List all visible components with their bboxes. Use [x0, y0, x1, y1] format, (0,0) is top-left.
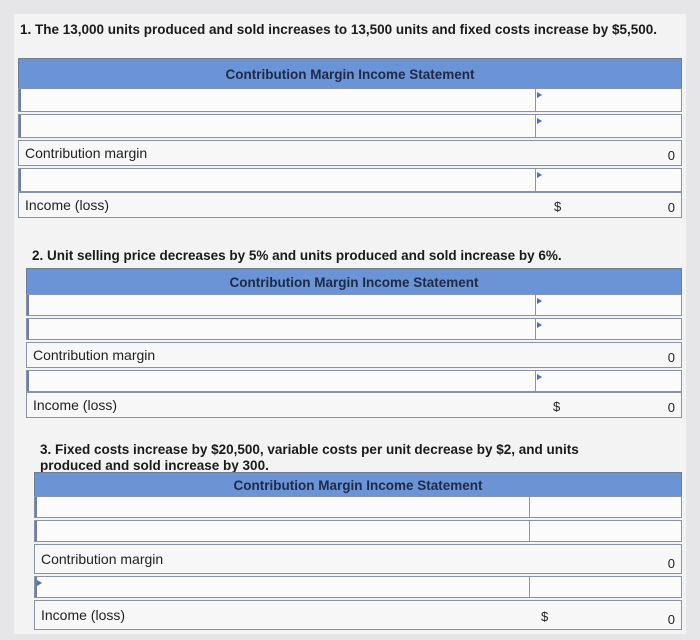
section-1-income-row: Income (loss) $ 0 [18, 192, 682, 218]
section-2-row-2-amount-input[interactable] [535, 319, 681, 339]
worksheet: 1. The 13,000 units produced and sold in… [14, 14, 686, 634]
section-1-row-2-label-input[interactable] [19, 115, 535, 137]
contribution-margin-value: 0 [667, 556, 675, 571]
income-loss-label: Income (loss) [25, 197, 110, 213]
dropdown-marker-icon [537, 172, 542, 178]
section-3-income-row: Income (loss) $ 0 [34, 600, 682, 630]
income-loss-label: Income (loss) [33, 397, 118, 413]
contribution-margin-value: 0 [667, 148, 675, 163]
dollar-sign: $ [541, 609, 549, 624]
contribution-margin-label: Contribution margin [33, 347, 156, 363]
section-3-row-3-label-input[interactable] [35, 577, 529, 597]
section-1-row-3 [18, 168, 682, 192]
dollar-sign: $ [553, 399, 561, 414]
dropdown-marker-icon [537, 92, 542, 98]
dropdown-marker-icon [537, 322, 542, 328]
section-3-row-1 [34, 496, 682, 518]
section-3-row-1-label-input[interactable] [35, 497, 529, 517]
section-3-row-2 [34, 520, 682, 542]
section-3-row-2-label-input[interactable] [35, 521, 529, 541]
section-1-row-3-amount-input[interactable] [535, 169, 681, 191]
section-1-row-1-amount-input[interactable] [535, 89, 681, 111]
section-2-row-1-amount-input[interactable] [535, 295, 681, 315]
section-1-prompt: 1. The 13,000 units produced and sold in… [20, 22, 658, 37]
section-1-contribution-margin-row: Contribution margin 0 [18, 140, 682, 166]
section-3-title: Contribution Margin Income Statement [34, 472, 682, 498]
section-1-row-3-label-input[interactable] [19, 169, 535, 191]
section-3-contribution-margin-row: Contribution margin 0 [34, 544, 682, 574]
section-2-prompt: 2. Unit selling price decreases by 5% an… [32, 248, 562, 263]
section-1-title: Contribution Margin Income Statement [18, 58, 682, 90]
section-2-row-1-label-input[interactable] [27, 295, 535, 315]
section-3-row-3-amount-input[interactable] [529, 577, 681, 597]
income-loss-value: 0 [667, 400, 675, 415]
section-3-row-2-amount-input[interactable] [529, 521, 681, 541]
section-2-title: Contribution Margin Income Statement [26, 268, 682, 296]
section-2-income-row: Income (loss) $ 0 [26, 392, 682, 418]
section-2-row-2 [26, 318, 682, 340]
income-loss-value: 0 [667, 612, 675, 627]
section-2-row-1 [26, 294, 682, 316]
dropdown-marker-icon [537, 118, 542, 124]
section-1-row-2-amount-input[interactable] [535, 115, 681, 137]
section-2-contribution-margin-row: Contribution margin 0 [26, 342, 682, 368]
section-1-row-2 [18, 114, 682, 138]
income-loss-value: 0 [667, 200, 675, 215]
section-3-prompt: 3. Fixed costs increase by $20,500, vari… [40, 442, 579, 473]
dropdown-marker-icon [537, 298, 542, 304]
contribution-margin-value: 0 [667, 350, 675, 365]
section-3-row-3 [34, 576, 682, 598]
section-3-row-1-amount-input[interactable] [529, 497, 681, 517]
section-2-row-3-amount-input[interactable] [535, 371, 681, 391]
section-1-row-1 [18, 88, 682, 112]
section-2-row-3 [26, 370, 682, 392]
dropdown-marker-icon [37, 580, 42, 586]
contribution-margin-label: Contribution margin [25, 145, 148, 161]
section-2-row-2-label-input[interactable] [27, 319, 535, 339]
section-1-row-1-label-input[interactable] [19, 89, 535, 111]
contribution-margin-label: Contribution margin [41, 551, 164, 567]
section-2-row-3-label-input[interactable] [27, 371, 535, 391]
dollar-sign: $ [554, 199, 562, 214]
dropdown-marker-icon [537, 374, 542, 380]
income-loss-label: Income (loss) [41, 607, 126, 623]
